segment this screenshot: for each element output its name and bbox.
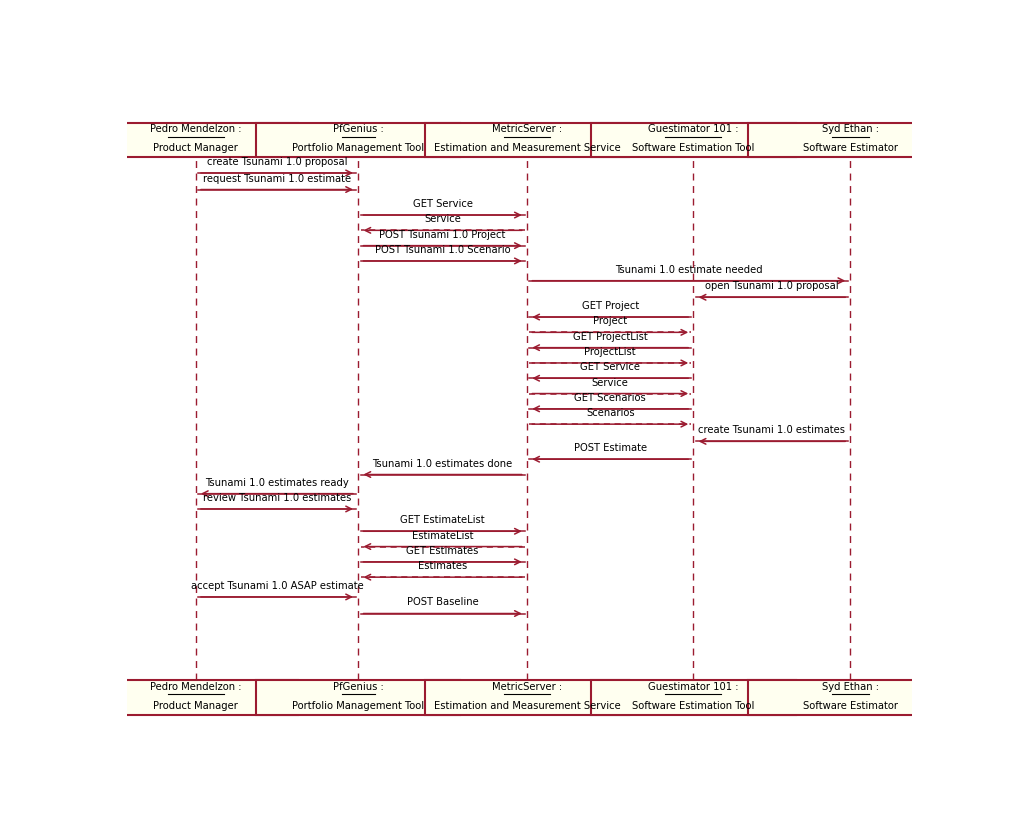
Polygon shape	[425, 681, 629, 715]
Text: GET Service: GET Service	[412, 198, 473, 208]
Text: ProjectList: ProjectList	[585, 347, 636, 356]
Text: PfGenius :: PfGenius :	[333, 124, 384, 134]
Text: MetricServer :: MetricServer :	[492, 681, 562, 691]
Text: Guestimator 101 :: Guestimator 101 :	[648, 681, 738, 691]
Text: Tsunami 1.0 estimates done: Tsunami 1.0 estimates done	[373, 458, 513, 468]
Polygon shape	[256, 681, 460, 715]
Text: Guestimator 101 :: Guestimator 101 :	[648, 124, 738, 134]
Text: create Tsunami 1.0 estimates: create Tsunami 1.0 estimates	[698, 425, 846, 435]
Text: Portfolio Management Tool: Portfolio Management Tool	[292, 142, 424, 153]
Text: GET EstimateList: GET EstimateList	[400, 514, 485, 524]
Polygon shape	[592, 123, 795, 158]
Polygon shape	[93, 681, 298, 715]
Text: GET Project: GET Project	[581, 301, 639, 311]
Text: Portfolio Management Tool: Portfolio Management Tool	[292, 700, 424, 710]
Text: POST Baseline: POST Baseline	[407, 597, 478, 607]
Text: Tsunami 1.0 estimate needed: Tsunami 1.0 estimate needed	[615, 265, 763, 275]
Text: Estimation and Measurement Service: Estimation and Measurement Service	[434, 142, 620, 153]
Text: Software Estimator: Software Estimator	[803, 142, 898, 153]
Text: POST Tsunami 1.0 Project: POST Tsunami 1.0 Project	[380, 229, 505, 239]
Text: Scenarios: Scenarios	[586, 408, 634, 418]
Text: Service: Service	[592, 377, 629, 387]
Polygon shape	[749, 123, 952, 158]
Text: GET ProjectList: GET ProjectList	[573, 332, 647, 342]
Text: request Tsunami 1.0 estimate: request Tsunami 1.0 estimate	[203, 174, 352, 184]
Text: Syd Ethan :: Syd Ethan :	[822, 124, 879, 134]
Text: accept Tsunami 1.0 ASAP estimate: accept Tsunami 1.0 ASAP estimate	[190, 581, 364, 590]
Polygon shape	[256, 123, 460, 158]
Text: POST Estimate: POST Estimate	[573, 442, 646, 452]
Text: EstimateList: EstimateList	[412, 530, 473, 540]
Text: review Tsunami 1.0 estimates: review Tsunami 1.0 estimates	[203, 492, 352, 502]
Text: Software Estimation Tool: Software Estimation Tool	[632, 142, 755, 153]
Text: create Tsunami 1.0 proposal: create Tsunami 1.0 proposal	[207, 157, 347, 167]
Polygon shape	[749, 681, 952, 715]
Polygon shape	[592, 681, 795, 715]
Polygon shape	[425, 123, 629, 158]
Text: Estimates: Estimates	[418, 561, 467, 571]
Text: GET Scenarios: GET Scenarios	[574, 392, 646, 403]
Polygon shape	[93, 123, 298, 158]
Text: Estimation and Measurement Service: Estimation and Measurement Service	[434, 700, 620, 710]
Text: Syd Ethan :: Syd Ethan :	[822, 681, 879, 691]
Text: PfGenius :: PfGenius :	[333, 681, 384, 691]
Text: Service: Service	[424, 214, 461, 224]
Text: MetricServer :: MetricServer :	[492, 124, 562, 134]
Text: Tsunami 1.0 estimates ready: Tsunami 1.0 estimates ready	[205, 477, 348, 487]
Text: Pedro Mendelzon :: Pedro Mendelzon :	[150, 124, 241, 134]
Text: Product Manager: Product Manager	[153, 700, 238, 710]
Text: Software Estimator: Software Estimator	[803, 700, 898, 710]
Text: open Tsunami 1.0 proposal: open Tsunami 1.0 proposal	[705, 281, 839, 291]
Text: Pedro Mendelzon :: Pedro Mendelzon :	[150, 681, 241, 691]
Text: Software Estimation Tool: Software Estimation Tool	[632, 700, 755, 710]
Text: GET Estimates: GET Estimates	[406, 545, 479, 555]
Text: Project: Project	[594, 316, 627, 326]
Text: POST Tsunami 1.0 Scenario: POST Tsunami 1.0 Scenario	[375, 245, 511, 255]
Text: GET Service: GET Service	[580, 361, 640, 372]
Text: Product Manager: Product Manager	[153, 142, 238, 153]
